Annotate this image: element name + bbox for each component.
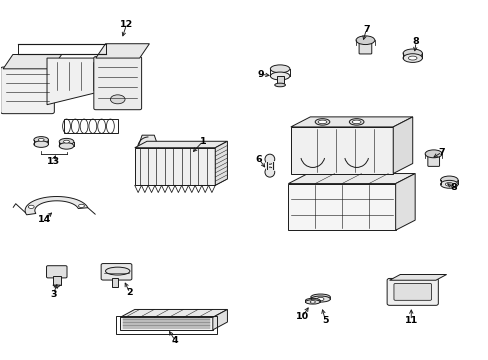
- FancyBboxPatch shape: [101, 264, 132, 280]
- Ellipse shape: [318, 120, 326, 124]
- Ellipse shape: [315, 119, 329, 125]
- Text: 14: 14: [38, 215, 51, 224]
- Text: 6: 6: [255, 155, 262, 164]
- Polygon shape: [135, 141, 227, 148]
- Bar: [116, 316, 216, 334]
- Ellipse shape: [402, 54, 422, 62]
- Polygon shape: [25, 197, 88, 215]
- Bar: [112, 278, 118, 287]
- Polygon shape: [288, 174, 414, 184]
- Bar: [276, 76, 283, 85]
- Polygon shape: [120, 310, 227, 318]
- Text: 7: 7: [363, 25, 369, 34]
- Bar: [53, 276, 61, 285]
- Ellipse shape: [270, 72, 289, 80]
- Polygon shape: [212, 310, 227, 330]
- Text: 1: 1: [199, 137, 206, 146]
- Polygon shape: [215, 141, 227, 185]
- Ellipse shape: [79, 204, 84, 207]
- Bar: [120, 318, 212, 330]
- Text: 8: 8: [412, 37, 419, 46]
- Polygon shape: [47, 58, 105, 105]
- Text: 5: 5: [322, 316, 328, 325]
- FancyBboxPatch shape: [386, 278, 437, 305]
- Text: 2: 2: [126, 288, 133, 297]
- Bar: [290, 127, 392, 174]
- Polygon shape: [96, 44, 149, 58]
- Ellipse shape: [63, 140, 69, 143]
- Ellipse shape: [28, 205, 34, 208]
- Ellipse shape: [59, 143, 74, 149]
- Text: 7: 7: [438, 148, 445, 157]
- Ellipse shape: [402, 49, 422, 58]
- Ellipse shape: [310, 294, 330, 300]
- Bar: [288, 184, 395, 230]
- Text: 4: 4: [172, 336, 178, 345]
- Ellipse shape: [424, 150, 441, 158]
- Ellipse shape: [305, 300, 320, 304]
- Bar: [135, 148, 215, 185]
- Ellipse shape: [305, 298, 320, 303]
- Ellipse shape: [110, 95, 125, 104]
- Ellipse shape: [317, 297, 324, 301]
- Ellipse shape: [34, 136, 48, 143]
- Ellipse shape: [59, 138, 74, 145]
- Ellipse shape: [38, 138, 44, 141]
- Ellipse shape: [264, 167, 274, 177]
- FancyBboxPatch shape: [94, 57, 142, 110]
- Ellipse shape: [309, 301, 315, 303]
- Polygon shape: [290, 117, 412, 127]
- Ellipse shape: [445, 183, 452, 186]
- Text: 11: 11: [404, 316, 417, 325]
- Ellipse shape: [407, 56, 416, 60]
- FancyBboxPatch shape: [358, 41, 371, 54]
- Ellipse shape: [264, 154, 274, 164]
- Polygon shape: [137, 135, 159, 149]
- Text: 12: 12: [120, 20, 133, 29]
- Ellipse shape: [440, 176, 457, 184]
- Text: 8: 8: [450, 183, 457, 192]
- FancyBboxPatch shape: [427, 155, 439, 166]
- Ellipse shape: [310, 296, 330, 302]
- Polygon shape: [389, 274, 446, 280]
- FancyBboxPatch shape: [393, 283, 430, 300]
- Polygon shape: [392, 117, 412, 174]
- FancyBboxPatch shape: [0, 67, 54, 114]
- Ellipse shape: [351, 120, 360, 124]
- Polygon shape: [3, 54, 61, 69]
- Ellipse shape: [274, 83, 285, 87]
- Bar: [64, 119, 118, 134]
- Text: 9: 9: [257, 70, 264, 79]
- FancyBboxPatch shape: [46, 266, 67, 278]
- Ellipse shape: [440, 180, 457, 188]
- Ellipse shape: [270, 65, 289, 73]
- Polygon shape: [395, 174, 414, 230]
- Text: 10: 10: [295, 312, 308, 321]
- Text: 3: 3: [50, 289, 57, 298]
- Ellipse shape: [34, 141, 48, 147]
- Ellipse shape: [348, 119, 363, 125]
- Ellipse shape: [355, 36, 374, 45]
- Polygon shape: [53, 285, 61, 288]
- Ellipse shape: [105, 267, 130, 275]
- Text: 13: 13: [47, 157, 60, 166]
